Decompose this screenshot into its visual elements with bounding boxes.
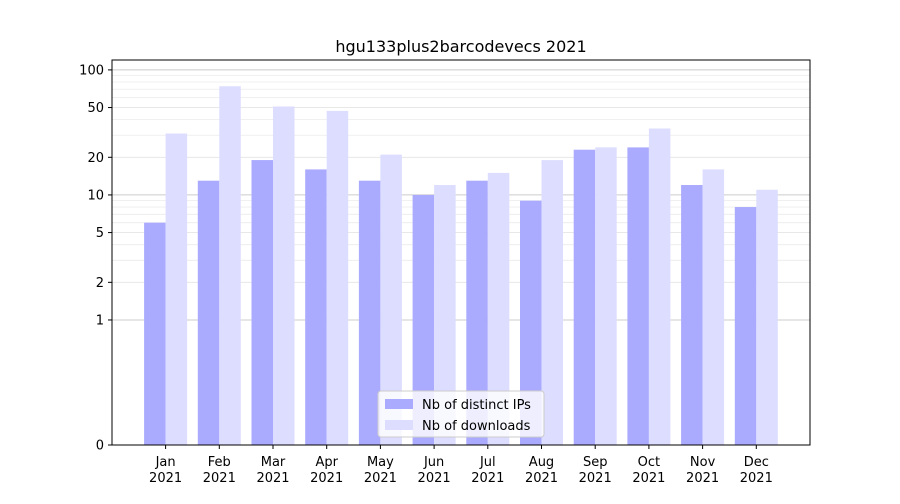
x-tick-label: May 2021 (364, 455, 397, 486)
x-tick-label: Oct 2021 (632, 455, 665, 486)
x-tick-label: Apr 2021 (310, 455, 343, 486)
bar-downloads (380, 154, 402, 446)
bar-downloads (595, 147, 617, 446)
y-tick-label: 50 (87, 101, 104, 116)
legend-label: Nb of distinct IPs (422, 398, 531, 413)
bar-distinct-ips (734, 207, 757, 445)
bar-downloads (326, 110, 349, 445)
bar-distinct-ips (358, 180, 381, 445)
bar-distinct-ips (520, 200, 542, 445)
y-tick-label: 2 (96, 276, 104, 291)
x-tick-label: Feb 2021 (203, 455, 236, 486)
x-tick-label: Dec 2021 (740, 455, 773, 486)
legend-swatch (385, 420, 413, 430)
bar-downloads (541, 160, 563, 445)
bar-distinct-ips (197, 180, 220, 445)
bars (144, 86, 778, 446)
x-tick-label: Jul 2021 (471, 455, 504, 486)
bar-distinct-ips (305, 169, 327, 445)
x-tick-label: Sep 2021 (579, 455, 612, 486)
x-tick-label: Nov 2021 (686, 455, 719, 486)
y-tick-label: 10 (87, 188, 104, 203)
y-tick-label: 1 (96, 313, 104, 328)
legend: Nb of distinct IPs Nb of downloads (377, 390, 545, 438)
x-tick-label: Jan 2021 (149, 455, 182, 486)
legend-label: Nb of downloads (422, 419, 531, 434)
bar-downloads (273, 106, 295, 445)
bar-downloads (219, 86, 241, 445)
y-tick-label: 0 (96, 439, 104, 454)
bar-downloads (165, 133, 188, 445)
chart-title: hgu133plus2barcodevecs 2021 (335, 37, 586, 56)
y-tick-label: 100 (79, 63, 104, 78)
bar-distinct-ips (412, 194, 435, 445)
bar-distinct-ips (144, 222, 166, 445)
bar-downloads (702, 169, 725, 445)
bar-distinct-ips (573, 149, 596, 446)
bar-distinct-ips (681, 185, 703, 445)
y-tick-label: 5 (96, 226, 104, 241)
x-tick-label: Mar 2021 (256, 455, 289, 486)
plot-frame (111, 59, 811, 446)
x-tick-label: Jun 2021 (418, 455, 451, 486)
legend-swatch (385, 399, 413, 409)
axes: 0 1 2 5 10 20 50 100 Jan 2021 Feb 2021 Mar 2021 Apr 202… (79, 59, 811, 486)
bar-downloads (434, 185, 456, 445)
bar-downloads (487, 172, 510, 445)
bar-downloads (756, 189, 778, 445)
bar-downloads (648, 128, 671, 445)
legend-box (377, 390, 545, 438)
bar-distinct-ips (627, 147, 649, 446)
x-tick-label: Aug 2021 (525, 455, 558, 486)
bar-distinct-ips (251, 160, 273, 445)
bar-distinct-ips (466, 180, 488, 445)
y-tick-label: 20 (87, 151, 104, 166)
